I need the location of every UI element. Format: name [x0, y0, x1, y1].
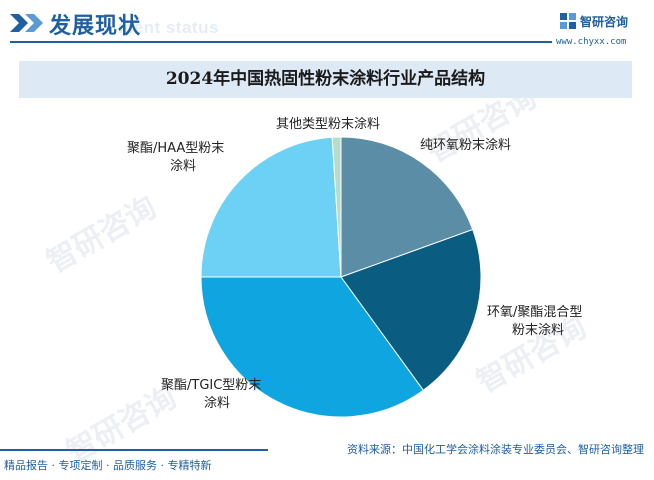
chevron-right-icon [10, 14, 28, 32]
pie-slice-4 [331, 136, 342, 278]
label-polyester-tgic-line1: 聚酯/TGIC型粉末 [161, 378, 262, 393]
pie-slice-3 [200, 136, 342, 278]
pie-slice-2 [200, 276, 424, 418]
label-epoxy-polyester-line1: 环氧/聚酯混合型 [487, 305, 583, 320]
section-subtitle: ment status [118, 18, 219, 37]
label-epoxy-polyester-line2: 粉末涂料 [512, 323, 565, 338]
brand-url: www.chyxx.com [556, 37, 627, 47]
label-pure-epoxy: 纯环氧粉末涂料 [420, 138, 512, 153]
brand-icon [560, 13, 576, 29]
chart-title-band: 2024年中国热固性粉末涂料行业产品结构 [19, 61, 632, 98]
header: ment status 发展现状 智研咨询 www.chyxx.com [0, 0, 654, 50]
footer-tagline: 精品报告 · 专项定制 · 品质服务 · 专精特新 [4, 459, 212, 472]
section-title: 发展现状 [49, 14, 142, 39]
chart-title: 2024年中国热固性粉末涂料行业产品结构 [165, 69, 486, 89]
brand-logo: 智研咨询 www.chyxx.com [556, 11, 650, 51]
label-polyester-tgic-line2: 涂料 [204, 396, 231, 411]
brand-name: 智研咨询 [580, 15, 629, 29]
label-other: 其他类型粉末涂料 [276, 117, 381, 132]
chevron-right-icon [25, 14, 43, 32]
footer-divider [0, 449, 268, 451]
pie-slice-1 [340, 228, 482, 391]
header-divider [10, 41, 552, 43]
label-polyester-haa-line1: 聚酯/HAA型粉末 [127, 141, 225, 156]
pie-slice-0 [340, 136, 474, 278]
label-polyester-haa-line2: 涂料 [170, 159, 197, 174]
source-note: 资料来源：中国化工学会涂料涂装专业委员会、智研咨询整理 [347, 443, 644, 456]
